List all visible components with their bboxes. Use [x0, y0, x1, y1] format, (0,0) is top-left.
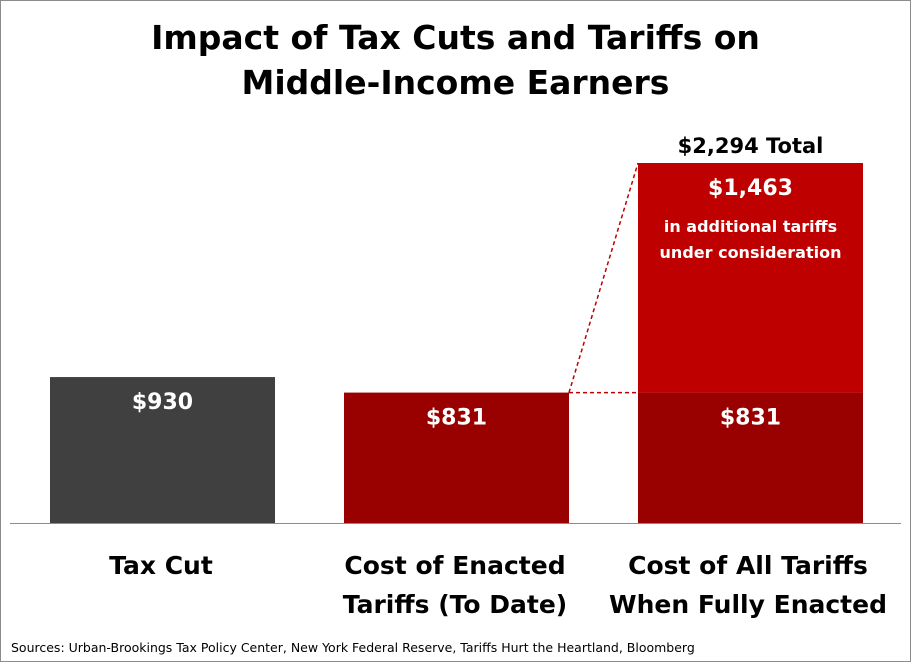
bar-value-label: $930	[132, 390, 193, 415]
bar-segment	[638, 392, 863, 523]
bar-value-label: $1,463	[708, 176, 793, 201]
chart-title-line-2: Middle-Income Earners	[241, 63, 670, 102]
connector-line	[568, 162, 639, 393]
category-label-line: Tax Cut	[109, 551, 213, 580]
category-label-line: When Fully Enacted	[609, 590, 887, 619]
category-label-tax-cut: Tax Cut	[11, 546, 311, 585]
bar-note-label: under consideration	[660, 243, 842, 262]
bar-value-label: $831	[720, 406, 781, 431]
category-label-enacted-tariffs: Cost of Enacted Tariffs (To Date)	[305, 546, 605, 624]
source-note: Sources: Urban-Brookings Tax Policy Cent…	[11, 640, 695, 655]
chart-title-line-1: Impact of Tax Cuts and Tariffs on	[151, 18, 760, 57]
chart-title: Impact of Tax Cuts and Tariffs on Middle…	[1, 15, 910, 105]
category-label-line: Tariffs (To Date)	[342, 590, 568, 619]
bar-segment	[638, 163, 863, 393]
total-label: $2,294 Total	[678, 134, 824, 158]
bar-note-label: in additional tariffs	[664, 217, 837, 236]
bar-segment	[344, 392, 569, 523]
category-label-line: Cost of All Tariffs	[628, 551, 868, 580]
category-label-all-tariffs: Cost of All Tariffs When Fully Enacted	[598, 546, 898, 624]
category-label-line: Cost of Enacted	[344, 551, 566, 580]
bar-segment	[50, 377, 275, 523]
bar-value-label: $831	[426, 406, 487, 431]
